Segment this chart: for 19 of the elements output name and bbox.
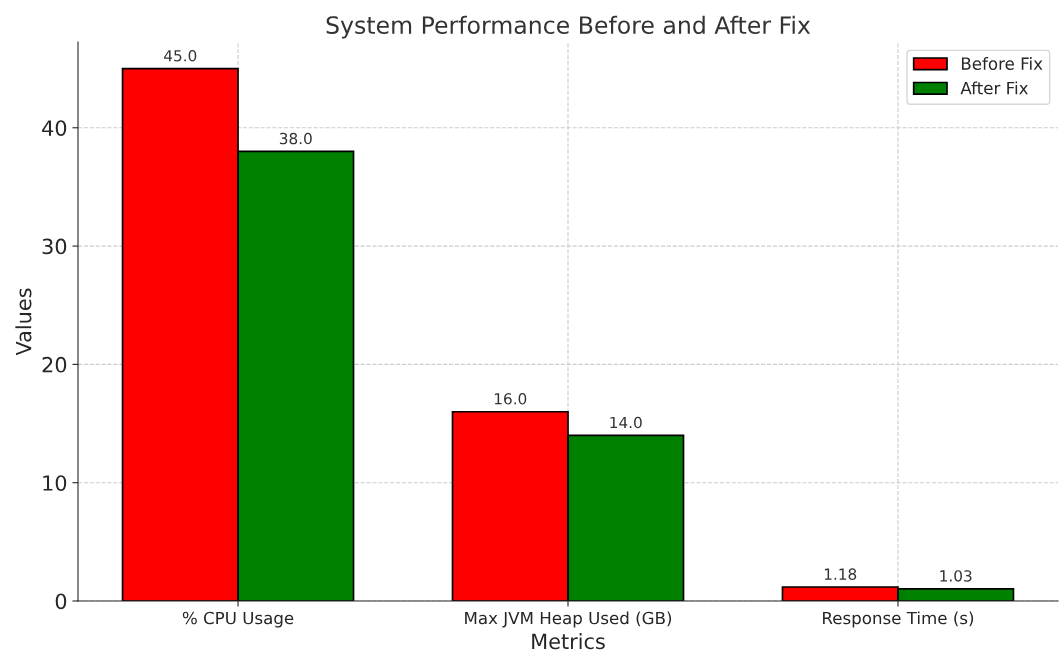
data-label: 1.03 [940, 570, 972, 582]
y-tick-label: 0 [55, 593, 67, 610]
y-tick-label: 10 [43, 475, 67, 491]
legend-label: After Fix [960, 81, 1028, 95]
y-tick-label: 20 [42, 356, 67, 373]
x-tick-label: Response Time (s) [823, 611, 974, 628]
y-axis-title: Values [15, 288, 32, 356]
data-label: 45.0 [164, 49, 197, 62]
data-label: 16.0 [494, 393, 527, 405]
x-tick-label: Max JVM Heap Used (GB) [465, 611, 672, 628]
y-tick-label: 30 [42, 238, 67, 255]
data-label: 1.18 [824, 568, 857, 580]
data-label: 38.0 [279, 132, 312, 145]
y-tick-label: 40 [42, 120, 67, 136]
x-axis-title: Metrics [532, 633, 605, 650]
legend-label: Before Fix [961, 57, 1043, 70]
chart-title: System Performance Before and After Fix [326, 15, 811, 39]
x-tick-label: % CPU Usage [182, 611, 294, 628]
data-label: 14.0 [610, 416, 642, 429]
